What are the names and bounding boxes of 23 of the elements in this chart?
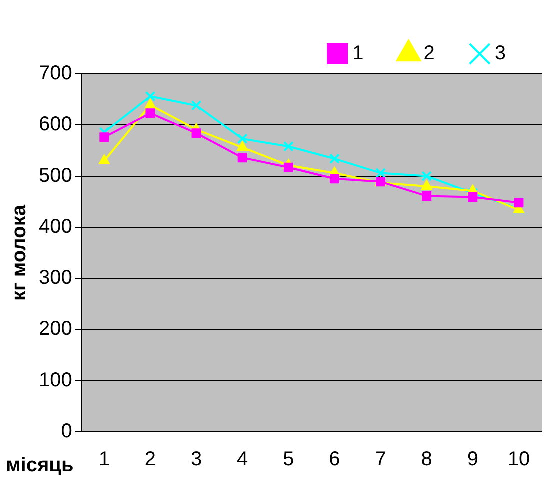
x-tick-label: 8 xyxy=(421,448,432,471)
x-tick-label: 5 xyxy=(283,448,294,471)
x-tick-label: 1 xyxy=(98,448,110,471)
y-tick-label: 600 xyxy=(38,114,72,136)
x-axis-title: місяць xyxy=(6,454,74,477)
y-tick-label: 100 xyxy=(38,369,72,392)
y-tick-label: 0 xyxy=(61,420,72,443)
y-tick-label: 700 xyxy=(38,62,72,85)
x-tick-label: 9 xyxy=(467,448,478,471)
y-tick-label: 200 xyxy=(38,318,72,340)
legend-label: 2 xyxy=(424,42,435,65)
legend-label: 1 xyxy=(352,42,364,65)
x-tick-label: 4 xyxy=(237,448,248,471)
legend-label: 3 xyxy=(494,42,506,65)
x-tick-label: 3 xyxy=(190,448,202,471)
x-tick-label: 6 xyxy=(329,448,340,471)
x-tick-label: 10 xyxy=(508,448,530,471)
y-tick-label: 300 xyxy=(38,267,72,290)
y-tick-label: 400 xyxy=(38,216,72,238)
x-tick-label: 2 xyxy=(144,448,156,471)
y-tick-label: 500 xyxy=(38,164,72,187)
y-axis-title: кг молока xyxy=(8,204,31,301)
x-tick-label: 7 xyxy=(375,448,386,471)
